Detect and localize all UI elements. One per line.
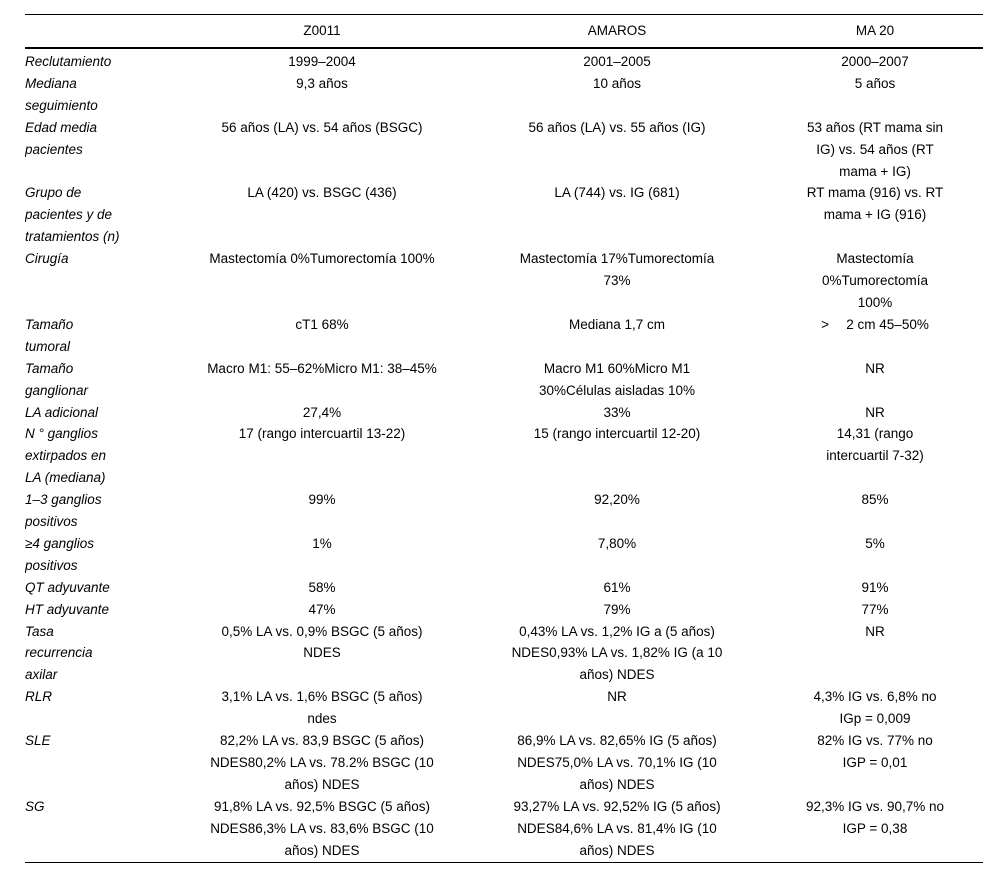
- cell-amaros: 10 años: [592, 75, 642, 91]
- row-label: Tasa recurrencia axilar: [25, 623, 93, 683]
- cell-z0011: Mastectomía 0%Tumorectomía 100%: [209, 251, 435, 267]
- cell-z0011: 1%: [312, 535, 332, 551]
- cell-ma20: 82% IG vs. 77% no IGP = 0,01: [817, 733, 933, 770]
- cell-z0011: 99%: [308, 492, 336, 508]
- cell-z0011: 56 años (LA) vs. 54 años (BSGC): [221, 119, 423, 135]
- table-row-4-mas-ganglios: ≥4 ganglios positivos 1% 7,80% 5%: [25, 533, 983, 577]
- cell-ma20: NR: [865, 360, 885, 376]
- cell-ma20: 5 años: [854, 75, 896, 91]
- cell-z0011: 47%: [308, 601, 336, 617]
- cell-ma20: 14,31 (rango intercuartil 7-32): [826, 426, 924, 464]
- table-row-ht-adyuvante: HT adyuvante 47% 79% 77%: [25, 599, 983, 621]
- header-row: Z0011 AMAROS MA 20: [25, 14, 983, 49]
- cell-ma20: 77%: [861, 601, 889, 617]
- cell-z0011: 91,8% LA vs. 92,5% BSGC (5 años) NDES86,…: [210, 798, 434, 858]
- table-header: Z0011 AMAROS MA 20: [25, 14, 983, 49]
- cell-z0011: 3,1% LA vs. 1,6% BSGC (5 años) ndes: [221, 689, 423, 727]
- table-row-sg: SG 91,8% LA vs. 92,5% BSGC (5 años) NDES…: [25, 796, 983, 862]
- cell-amaros: 15 (rango intercuartil 12-20): [533, 426, 701, 442]
- cell-z0011: cT1 68%: [295, 316, 349, 332]
- cell-z0011: 82,2% LA vs. 83,9 BSGC (5 años) NDES80,2…: [210, 733, 434, 792]
- cell-amaros: 33%: [603, 404, 631, 420]
- cell-amaros: Mastectomía 17%Tumorectomía 73%: [519, 251, 715, 289]
- row-label: 1–3 ganglios positivos: [25, 492, 102, 530]
- table-body: Reclutamiento 1999–2004 2001–2005 2000–2…: [25, 48, 983, 862]
- cell-amaros: 86,9% LA vs. 82,65% IG (5 años) NDES75,0…: [517, 733, 717, 792]
- cell-amaros: LA (744) vs. IG (681): [554, 185, 680, 201]
- cell-ma20: 53 años (RT mama sin IG) vs. 54 años (RT…: [806, 119, 944, 179]
- cell-amaros: 56 años (LA) vs. 55 años (IG): [528, 119, 706, 135]
- cell-ma20: > 2 cm 45–50%: [821, 316, 929, 332]
- row-label: RLR: [25, 689, 53, 705]
- table-row-grupo-pacientes: Grupo de pacientes y de tratamientos (n)…: [25, 182, 983, 248]
- cell-amaros: 2001–2005: [583, 54, 651, 69]
- cell-amaros: 7,80%: [597, 535, 637, 551]
- row-label: ≥4 ganglios positivos: [25, 535, 94, 573]
- header-ma20: MA 20: [767, 14, 983, 49]
- cell-z0011: 58%: [308, 579, 336, 595]
- table-row-1-3-ganglios: 1–3 ganglios positivos 99% 92,20% 85%: [25, 489, 983, 533]
- row-label: Cirugía: [25, 251, 69, 267]
- row-label: LA adicional: [25, 404, 99, 420]
- table-row-mediana-seguimiento: Mediana seguimiento 9,3 años 10 años 5 a…: [25, 73, 983, 117]
- cell-z0011: 17 (rango intercuartil 13-22): [238, 426, 406, 442]
- cell-z0011: 9,3 años: [296, 75, 348, 91]
- trials-comparison-table: Z0011 AMAROS MA 20 Reclutamiento 1999–20…: [25, 14, 983, 863]
- cell-ma20: 92,3% IG vs. 90,7% no IGP = 0,38: [805, 798, 945, 836]
- row-label: N ° ganglios extirpados en LA (mediana): [25, 426, 107, 486]
- cell-z0011: 0,5% LA vs. 0,9% BSGC (5 años) NDES: [221, 623, 423, 661]
- table-row-tamano-tumoral: Tamaño tumoral cT1 68% Mediana 1,7 cm > …: [25, 314, 983, 358]
- cell-amaros: 93,27% LA vs. 92,52% IG (5 años) NDES84,…: [513, 798, 721, 858]
- cell-ma20: 2000–2007: [841, 54, 909, 69]
- table-row-sle: SLE 82,2% LA vs. 83,9 BSGC (5 años) NDES…: [25, 730, 983, 796]
- row-label: HT adyuvante: [25, 601, 110, 617]
- table-row-ganglios-extirpados: N ° ganglios extirpados en LA (mediana) …: [25, 423, 983, 489]
- cell-amaros: NR: [607, 689, 627, 705]
- cell-amaros: 0,43% LA vs. 1,2% IG a (5 años) NDES0,93…: [511, 623, 723, 683]
- row-label: Tamaño ganglionar: [25, 360, 89, 398]
- row-label: SLE: [25, 733, 51, 749]
- cell-amaros: 79%: [603, 601, 631, 617]
- cell-ma20: NR: [865, 623, 885, 639]
- table-row-edad-media: Edad media pacientes 56 años (LA) vs. 54…: [25, 117, 983, 183]
- cell-ma20: RT mama (916) vs. RT mama + IG (916): [806, 185, 944, 223]
- comparison-table-container: Z0011 AMAROS MA 20 Reclutamiento 1999–20…: [25, 14, 983, 863]
- cell-amaros: Macro M1 60%Micro M1 30%Células aisladas…: [538, 360, 696, 398]
- header-z0011: Z0011: [177, 14, 467, 49]
- table-row-rlr: RLR 3,1% LA vs. 1,6% BSGC (5 años) ndes …: [25, 686, 983, 730]
- row-label: Grupo de pacientes y de tratamientos (n): [25, 185, 120, 245]
- cell-ma20: 85%: [861, 492, 889, 508]
- row-label: Mediana seguimiento: [25, 75, 98, 113]
- header-amaros: AMAROS: [467, 14, 767, 49]
- row-label: Edad media pacientes: [25, 119, 98, 157]
- cell-z0011: LA (420) vs. BSGC (436): [247, 185, 397, 201]
- cell-amaros: 92,20%: [594, 492, 640, 508]
- table-row-la-adicional: LA adicional 27,4% 33% NR: [25, 402, 983, 424]
- row-label: QT adyuvante: [25, 579, 110, 595]
- cell-z0011: 27,4%: [302, 404, 342, 420]
- table-row-qt-adyuvante: QT adyuvante 58% 61% 91%: [25, 577, 983, 599]
- table-row-tamano-ganglionar: Tamaño ganglionar Macro M1: 55–62%Micro …: [25, 358, 983, 402]
- table-row-cirugia: Cirugía Mastectomía 0%Tumorectomía 100% …: [25, 248, 983, 314]
- cell-amaros: 61%: [603, 579, 631, 595]
- cell-ma20: 91%: [861, 579, 889, 595]
- cell-ma20: Mastectomía 0%Tumorectomía 100%: [821, 251, 929, 310]
- cell-amaros: Mediana 1,7 cm: [568, 316, 666, 332]
- row-label: Reclutamiento: [25, 54, 112, 69]
- row-label: SG: [25, 798, 45, 814]
- cell-z0011: 1999–2004: [288, 54, 356, 69]
- table-row-tasa-recurrencia: Tasa recurrencia axilar 0,5% LA vs. 0,9%…: [25, 621, 983, 687]
- row-label: Tamaño tumoral: [25, 316, 74, 354]
- cell-ma20: NR: [865, 404, 885, 420]
- cell-ma20: 5%: [865, 535, 885, 551]
- header-empty-cell: [25, 14, 177, 49]
- cell-ma20: 4,3% IG vs. 6,8% no IGp = 0,009: [813, 689, 937, 727]
- table-row-reclutamiento: Reclutamiento 1999–2004 2001–2005 2000–2…: [25, 48, 983, 73]
- cell-z0011: Macro M1: 55–62%Micro M1: 38–45%: [207, 360, 437, 376]
